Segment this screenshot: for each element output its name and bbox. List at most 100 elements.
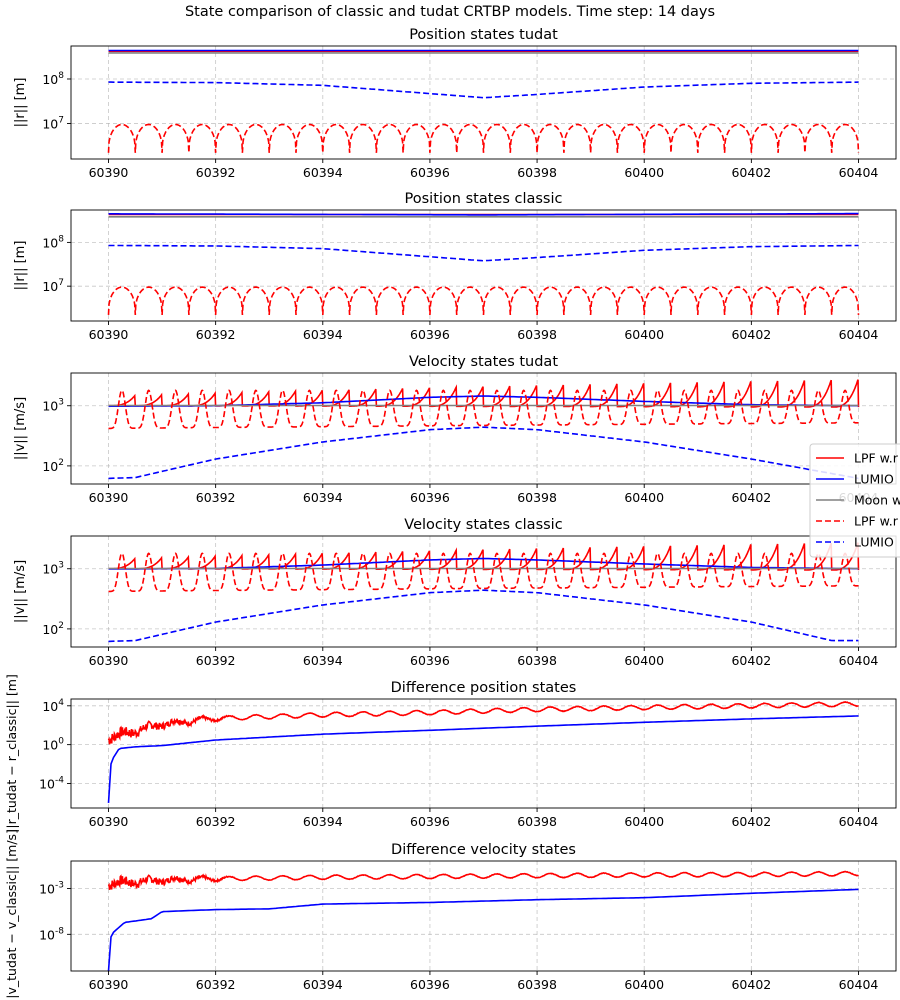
x-tick-label: 60404 bbox=[839, 327, 879, 342]
plot-frame bbox=[70, 860, 897, 972]
series-group bbox=[107, 870, 859, 971]
series-line-2 bbox=[107, 888, 859, 971]
series-line-5 bbox=[108, 244, 859, 262]
plot-frame bbox=[70, 45, 897, 160]
series-group bbox=[108, 542, 860, 643]
plot-frame bbox=[70, 535, 897, 648]
series-line-1 bbox=[108, 379, 860, 408]
x-tick-label: 60398 bbox=[517, 165, 557, 180]
legend-label: LPF w.r bbox=[854, 514, 899, 529]
series-line-4 bbox=[108, 552, 859, 593]
x-tick-label: 60392 bbox=[196, 327, 236, 342]
y-axis-label: ||r|| [m] bbox=[13, 78, 28, 128]
series-line-5 bbox=[108, 589, 859, 643]
y-axis-label: ||r|| [m] bbox=[13, 241, 28, 291]
series-group bbox=[107, 49, 860, 153]
legend: LPF w.r LUMIO Moon w LPF w.r LUMIO bbox=[809, 443, 900, 558]
panel-6: 60390 60392 60394 60396 60398 60400 60402 60404… bbox=[4, 829, 897, 1000]
panel-1: 60390 60392 60394 60396 60398 60400 60402 60404… bbox=[13, 27, 897, 180]
x-tick-label: 60392 bbox=[196, 165, 236, 180]
legend-label: LUMIO bbox=[854, 535, 894, 550]
panel-title: Difference velocity states bbox=[391, 842, 576, 858]
series-line-5 bbox=[108, 81, 859, 99]
plot-frame bbox=[70, 698, 897, 809]
y-tick-label: 103 bbox=[42, 561, 64, 577]
x-tick-label: 60390 bbox=[89, 977, 129, 992]
series-line-1 bbox=[107, 870, 859, 891]
series-line-4 bbox=[107, 286, 860, 315]
x-tick-label: 60398 bbox=[517, 490, 557, 505]
plot-frame bbox=[70, 372, 897, 485]
x-tick-label: 60396 bbox=[410, 490, 450, 505]
x-tick-label: 60400 bbox=[624, 165, 664, 180]
y-tick-label: 10-8 bbox=[39, 926, 64, 942]
series-line-1 bbox=[107, 700, 859, 745]
y-tick-label: 102 bbox=[42, 458, 64, 474]
x-tick-label: 60402 bbox=[731, 490, 771, 505]
x-tick-label: 60400 bbox=[624, 977, 664, 992]
x-tick-label: 60398 bbox=[517, 977, 557, 992]
x-tick-label: 60398 bbox=[517, 653, 557, 668]
x-tick-label: 60398 bbox=[517, 814, 557, 829]
panel-4: 60390 60392 60394 60396 60398 60400 60402 60404… bbox=[13, 517, 897, 668]
series-line-4 bbox=[107, 123, 860, 153]
series-line-4 bbox=[108, 389, 859, 430]
y-axis-label: ||v|| [m/s] bbox=[13, 560, 28, 623]
y-tick-label: 100 bbox=[42, 737, 64, 753]
series-line-1 bbox=[108, 542, 860, 571]
panel-title: Position states tudat bbox=[409, 27, 558, 43]
x-tick-label: 60392 bbox=[196, 977, 236, 992]
x-tick-label: 60396 bbox=[410, 653, 450, 668]
x-tick-label: 60400 bbox=[624, 653, 664, 668]
y-tick-label: 103 bbox=[42, 398, 64, 414]
x-tick-label: 60396 bbox=[410, 814, 450, 829]
series-line-2 bbox=[107, 715, 859, 803]
series-group bbox=[107, 700, 859, 803]
x-tick-label: 60394 bbox=[303, 814, 343, 829]
x-tick-label: 60402 bbox=[731, 653, 771, 668]
panel-title: Velocity states tudat bbox=[409, 354, 558, 370]
y-tick-label: 104 bbox=[42, 698, 64, 714]
x-tick-label: 60390 bbox=[89, 327, 129, 342]
x-tick-label: 60394 bbox=[303, 977, 343, 992]
series-line-2 bbox=[108, 212, 859, 216]
legend-box bbox=[809, 443, 900, 558]
x-tick-label: 60390 bbox=[89, 814, 129, 829]
legend-label: Moon w bbox=[854, 493, 900, 508]
x-tick-label: 60400 bbox=[624, 327, 664, 342]
panel-title: Difference position states bbox=[391, 680, 577, 696]
legend-label: LPF w.r bbox=[854, 451, 899, 466]
y-tick-label: 108 bbox=[42, 234, 64, 250]
x-tick-label: 60394 bbox=[303, 327, 343, 342]
x-tick-label: 60404 bbox=[839, 977, 879, 992]
panel-title: Velocity states classic bbox=[404, 517, 562, 533]
x-tick-label: 60390 bbox=[89, 490, 129, 505]
y-tick-label: 108 bbox=[42, 71, 64, 87]
figure-title: State comparison of classic and tudat CR… bbox=[185, 4, 715, 20]
x-tick-label: 60392 bbox=[196, 490, 236, 505]
panel-3: 6039060392603946039660398604006040260404… bbox=[13, 354, 897, 505]
x-tick-label: 60392 bbox=[196, 653, 236, 668]
x-tick-label: 60402 bbox=[731, 165, 771, 180]
x-tick-label: 60400 bbox=[624, 490, 664, 505]
y-tick-label: 107 bbox=[42, 116, 64, 132]
x-tick-label: 60396 bbox=[410, 327, 450, 342]
x-tick-label: 60402 bbox=[731, 977, 771, 992]
panel-2: 60390 60392 60394 60396 60398 60400 60402 60404… bbox=[13, 191, 897, 342]
x-tick-label: 60396 bbox=[410, 165, 450, 180]
panel-title: Position states classic bbox=[405, 191, 563, 207]
legend-label: LUMIO bbox=[854, 472, 894, 487]
x-tick-label: 60394 bbox=[303, 490, 343, 505]
x-tick-label: 60398 bbox=[517, 327, 557, 342]
y-tick-label: 10-4 bbox=[39, 775, 64, 791]
y-axis-label: ||v|| [m/s] bbox=[13, 397, 28, 460]
x-tick-label: 60400 bbox=[624, 814, 664, 829]
series-group bbox=[108, 379, 860, 480]
x-tick-label: 60404 bbox=[839, 814, 879, 829]
x-tick-label: 60396 bbox=[410, 977, 450, 992]
y-tick-label: 10-3 bbox=[39, 881, 64, 897]
y-tick-label: 102 bbox=[42, 621, 64, 637]
panel-5: 60390 60392 60394 60396 60398 60400 60402 60404… bbox=[4, 674, 897, 833]
x-tick-label: 60390 bbox=[89, 653, 129, 668]
